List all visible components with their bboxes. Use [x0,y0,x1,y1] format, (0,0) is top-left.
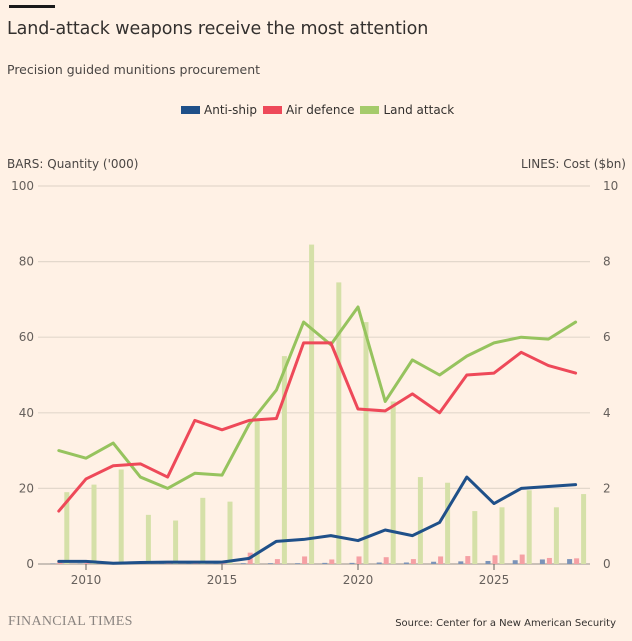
chart-plot: 0 20 40 60 80 100 0 2 4 6 8 10 2010 2015 2020 2025 [11,179,618,587]
bar-air-defence [519,554,525,564]
legend-item-anti-ship: Anti-ship [181,103,257,117]
legend-swatch-land-attack [360,106,380,114]
left-tick-label: 100 [11,179,34,193]
bar-land-attack [91,484,97,564]
line-air-defence [57,341,578,513]
bar-land-attack [118,469,124,564]
legend-item-land-attack: Land attack [360,103,454,117]
bar-land-attack [417,477,423,564]
bar-anti-ship [267,563,273,564]
right-tick-label: 2 [603,481,611,495]
bar-anti-ship [295,563,301,564]
legend-label-land-attack: Land attack [383,103,455,117]
bar-air-defence [329,559,335,564]
bar-anti-ship [376,562,382,564]
bar-anti-ship [485,560,491,564]
right-axis-title: LINES: Cost ($bn) [521,157,626,171]
bar-land-attack [499,507,505,564]
bar-land-attack [281,356,287,564]
x-tick-label: 2015 [207,573,238,587]
legend-label-anti-ship: Anti-ship [204,103,257,117]
bar-land-attack [200,497,206,564]
chart-subtitle: Precision guided munitions procurement [7,62,261,77]
bar-anti-ship [567,559,573,564]
bar-land-attack [227,501,233,564]
bar-air-defence [302,556,308,564]
bar-land-attack [336,282,342,564]
ft-logo: FINANCIAL TIMES [8,614,133,629]
legend-item-air-defence: Air defence [263,103,354,117]
bar-land-attack [526,490,532,564]
source-note: Source: Center for a New American Securi… [395,618,616,629]
legend-label-air-defence: Air defence [286,103,355,117]
bar-land-attack [254,420,260,564]
brand-bar [9,5,55,8]
bar-anti-ship [240,563,246,564]
left-tick-label: 60 [19,330,34,344]
right-tick-label: 4 [603,406,611,420]
bar-land-attack [553,507,559,564]
right-tick-label: 0 [603,557,611,571]
bar-air-defence [546,557,552,564]
bar-land-attack [445,482,451,564]
bar-air-defence [84,562,90,564]
bar-anti-ship [431,561,437,564]
bar-land-attack [145,514,151,564]
bar-air-defence [438,556,444,564]
left-tick-label: 40 [19,406,34,420]
bar-air-defence [574,558,580,564]
left-axis-title: BARS: Quantity ('000) [7,157,139,171]
bar-land-attack [173,520,179,564]
bar-air-defence [383,557,389,564]
bar-anti-ship [349,562,355,564]
bar-land-attack [64,492,70,564]
right-tick-label: 8 [603,255,611,269]
bar-anti-ship [322,562,328,564]
right-tick-label: 10 [603,179,618,193]
bar-air-defence [492,555,498,564]
bar-air-defence [57,562,63,564]
x-tick-label: 2025 [479,573,510,587]
legend-swatch-anti-ship [181,106,200,114]
line-land-attack [57,305,578,490]
legend: Anti-ship Air defence Land attack [181,103,460,117]
right-tick-label: 6 [603,330,611,344]
left-tick-label: 0 [26,557,34,571]
bar-land-attack [581,494,587,564]
bar-anti-ship [512,560,518,564]
bar-air-defence [465,556,471,564]
bar-land-attack [309,244,315,564]
left-tick-label: 80 [19,255,34,269]
bar-anti-ship [458,561,464,564]
bar-land-attack [472,511,478,564]
x-tick-label: 2020 [343,573,374,587]
bar-air-defence [410,559,416,564]
bar-air-defence [356,556,362,564]
chart-title: Land-attack weapons receive the most att… [7,19,429,39]
legend-swatch-air-defence [263,106,282,114]
left-tick-label: 20 [19,481,34,495]
x-tick-label: 2010 [71,573,102,587]
bar-land-attack [363,322,369,564]
bar-air-defence [274,559,280,564]
bar-anti-ship [539,559,545,564]
bar-land-attack [390,401,396,564]
bar-anti-ship [403,562,409,564]
line-anti-ship [57,475,578,565]
